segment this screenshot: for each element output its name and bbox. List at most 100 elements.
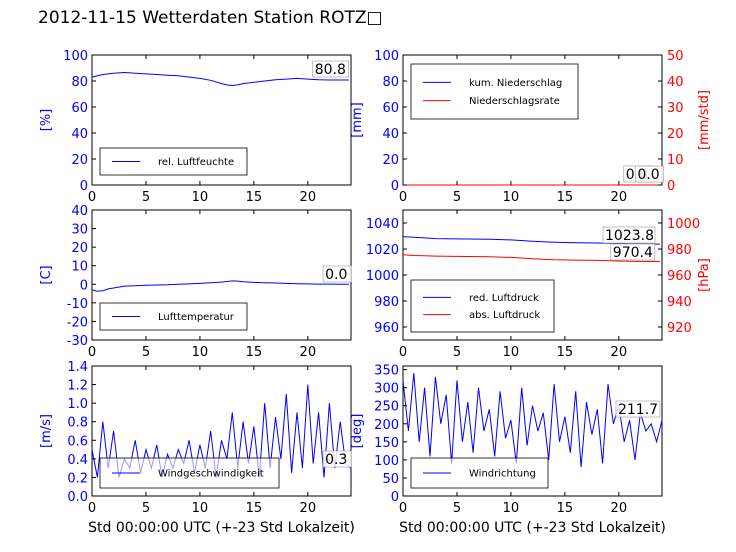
y2-tick-label: 940 bbox=[667, 295, 692, 310]
series-line-0-0 bbox=[91, 71, 349, 87]
x-tick-label: 10 bbox=[503, 190, 520, 205]
y-tick-label: 1040 bbox=[366, 217, 399, 232]
series-line-3-1 bbox=[402, 254, 660, 262]
value-box-label: 0.0 bbox=[325, 267, 347, 283]
legend-box bbox=[410, 279, 555, 333]
x-tick-label: 20 bbox=[611, 190, 628, 205]
x-tick-label: 0 bbox=[399, 190, 407, 205]
x-tick-label: 5 bbox=[142, 501, 150, 516]
y-tick-label: 20 bbox=[71, 241, 88, 256]
y-tick-label: 1020 bbox=[366, 243, 399, 258]
y-tick-label: 0.2 bbox=[67, 471, 88, 486]
page-title: 2012-11-15 Wetterdaten Station ROTZ□ bbox=[38, 8, 383, 28]
y-tick-label: 0.0 bbox=[67, 490, 88, 505]
y-tick-label: -10 bbox=[67, 297, 88, 312]
y2-axis-label: [hPa] bbox=[697, 258, 712, 292]
plot-frame-5 bbox=[402, 365, 663, 497]
y-tick-label: 80 bbox=[71, 75, 88, 90]
y-tick-label: 50 bbox=[382, 472, 399, 487]
y-tick-label: 0 bbox=[80, 179, 88, 194]
legend-entry: Windgeschwindigkeit bbox=[158, 469, 264, 480]
x-tick-label: 5 bbox=[453, 501, 461, 516]
y-tick-label: 40 bbox=[382, 127, 399, 142]
value-box-label: 0.3 bbox=[325, 452, 347, 468]
x-tick-label: 15 bbox=[246, 190, 263, 205]
y-axis-label: [%] bbox=[39, 109, 54, 132]
y-tick-label: 0.8 bbox=[67, 416, 88, 431]
x-tick-label: 0 bbox=[88, 345, 96, 360]
y2-tick-label: 980 bbox=[667, 243, 692, 258]
value-box bbox=[322, 265, 352, 283]
value-box bbox=[635, 165, 664, 183]
y-tick-label: 1.2 bbox=[67, 379, 88, 394]
x-axis-label: Std 00:00:00 UTC (+-23 Std Lokalzeit) bbox=[399, 520, 666, 536]
y2-tick-label: 30 bbox=[667, 101, 684, 116]
y-tick-label: 980 bbox=[374, 295, 399, 310]
plot-frame-0 bbox=[91, 54, 352, 186]
y-tick-label: 100 bbox=[374, 454, 399, 469]
value-box-label: 211.7 bbox=[618, 402, 658, 418]
value-box bbox=[610, 243, 656, 261]
y2-tick-label: 1000 bbox=[667, 217, 700, 232]
y-tick-label: 10 bbox=[71, 260, 88, 275]
x-tick-label: 20 bbox=[611, 345, 628, 360]
y-axis-label: [C] bbox=[39, 265, 54, 284]
series-line-4-0 bbox=[91, 384, 352, 478]
value-box bbox=[602, 226, 656, 244]
y-tick-label: 100 bbox=[374, 49, 399, 64]
x-tick-label: 0 bbox=[88, 501, 96, 516]
y-tick-label: 1000 bbox=[366, 269, 399, 284]
x-tick-label: 15 bbox=[246, 345, 263, 360]
x-tick-label: 0 bbox=[399, 345, 407, 360]
x-tick-label: 10 bbox=[192, 190, 209, 205]
y-axis-label: [m/s] bbox=[39, 414, 54, 448]
x-tick-label: 20 bbox=[300, 190, 317, 205]
legend-entry: kum. Niederschlag bbox=[469, 78, 562, 89]
x-tick-label: 0 bbox=[399, 501, 407, 516]
y-tick-label: 1.0 bbox=[67, 397, 88, 412]
value-box-label: 1023.8 bbox=[605, 228, 654, 244]
x-tick-label: 15 bbox=[557, 190, 574, 205]
y-tick-label: 250 bbox=[374, 400, 399, 415]
x-tick-label: 0 bbox=[88, 190, 96, 205]
series-line-3-0 bbox=[402, 236, 660, 245]
y2-tick-label: 50 bbox=[667, 49, 684, 64]
x-tick-label: 20 bbox=[611, 501, 628, 516]
y2-tick-label: 960 bbox=[667, 269, 692, 284]
y-tick-label: 20 bbox=[71, 153, 88, 168]
y-tick-label: -30 bbox=[67, 334, 88, 349]
y2-tick-label: 20 bbox=[667, 127, 684, 142]
x-tick-label: 20 bbox=[300, 501, 317, 516]
value-box-label: 0.0 bbox=[637, 167, 659, 183]
y-tick-label: 200 bbox=[374, 418, 399, 433]
plot-frame-4 bbox=[91, 365, 352, 497]
y-tick-label: 40 bbox=[71, 127, 88, 142]
y-tick-label: 150 bbox=[374, 436, 399, 451]
x-tick-label: 15 bbox=[557, 345, 574, 360]
x-tick-label: 5 bbox=[142, 345, 150, 360]
y2-axis-label: [mm/std] bbox=[697, 90, 712, 150]
value-box-label: 970.4 bbox=[613, 245, 653, 261]
x-tick-label: 10 bbox=[503, 345, 520, 360]
y-tick-label: 20 bbox=[382, 153, 399, 168]
y2-tick-label: 0 bbox=[667, 179, 675, 194]
x-tick-label: 10 bbox=[503, 501, 520, 516]
y-tick-label: 30 bbox=[71, 223, 88, 238]
value-box-label: 80.8 bbox=[315, 62, 346, 78]
value-box bbox=[322, 450, 352, 468]
y2-tick-label: 920 bbox=[667, 321, 692, 336]
y-tick-label: 960 bbox=[374, 321, 399, 336]
y2-tick-label: 10 bbox=[667, 153, 684, 168]
y2-tick-label: 40 bbox=[667, 75, 684, 90]
x-tick-label: 10 bbox=[192, 345, 209, 360]
x-tick-label: 5 bbox=[453, 345, 461, 360]
y-tick-label: 300 bbox=[374, 382, 399, 397]
y-tick-label: 0 bbox=[391, 490, 399, 505]
legend-entry: Lufttemperatur bbox=[158, 312, 235, 323]
x-tick-label: 5 bbox=[142, 190, 150, 205]
y-tick-label: 60 bbox=[71, 101, 88, 116]
value-box bbox=[312, 60, 350, 78]
legend-entry: abs. Luftdruck bbox=[469, 310, 540, 321]
y-tick-label: 0.4 bbox=[67, 453, 88, 468]
y-axis-label: [deg] bbox=[350, 414, 365, 449]
